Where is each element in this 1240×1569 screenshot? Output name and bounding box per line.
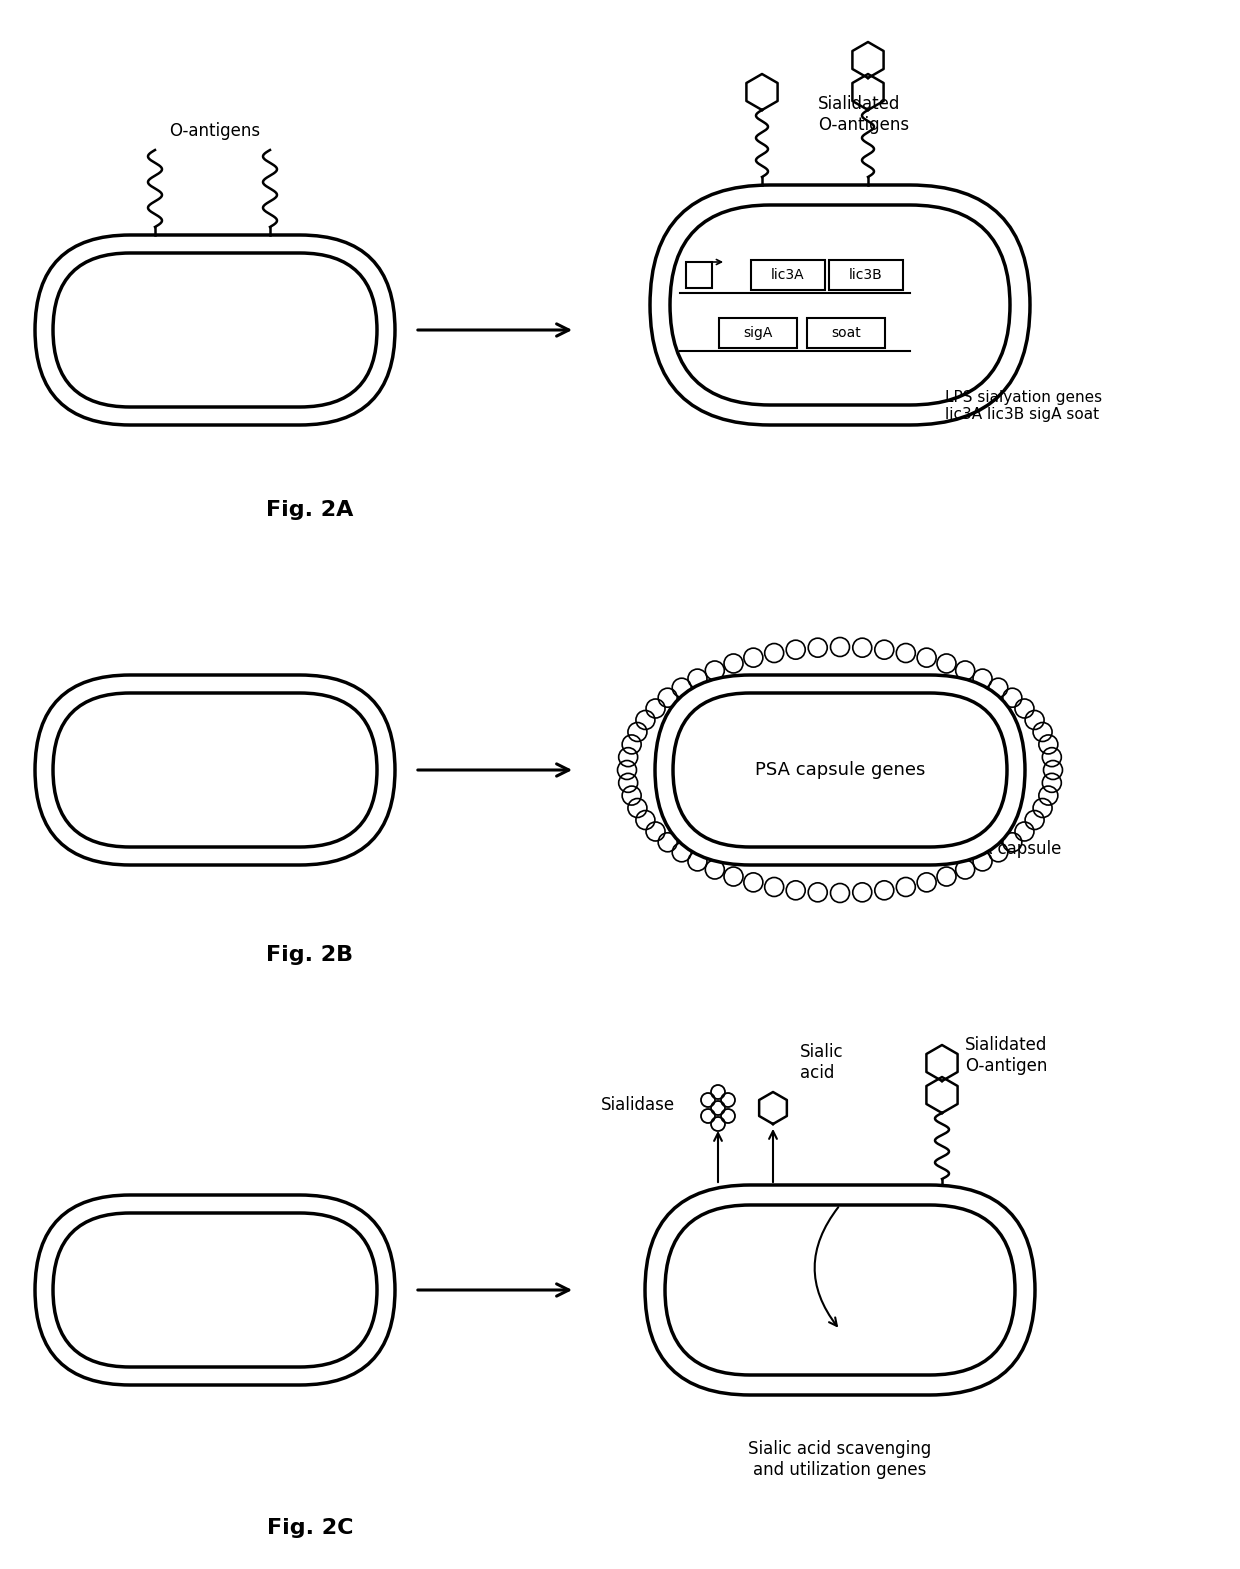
Text: Sialidated
O-antigens: Sialidated O-antigens [818, 96, 909, 133]
Text: O-antigens: O-antigens [170, 122, 260, 140]
FancyBboxPatch shape [645, 1185, 1035, 1395]
Text: soat: soat [831, 326, 861, 340]
Text: Sialic
acid: Sialic acid [800, 1043, 843, 1083]
FancyBboxPatch shape [686, 262, 712, 289]
FancyBboxPatch shape [673, 693, 1007, 847]
FancyBboxPatch shape [35, 1196, 396, 1385]
Text: Fig. 2A: Fig. 2A [267, 501, 353, 519]
FancyBboxPatch shape [53, 693, 377, 847]
FancyBboxPatch shape [719, 319, 797, 348]
Text: PSA capsule genes: PSA capsule genes [755, 761, 925, 778]
Text: Fig. 2B: Fig. 2B [267, 945, 353, 965]
FancyBboxPatch shape [830, 260, 903, 290]
FancyBboxPatch shape [53, 253, 377, 406]
FancyBboxPatch shape [35, 235, 396, 425]
Text: sigA: sigA [743, 326, 773, 340]
FancyBboxPatch shape [751, 260, 825, 290]
Text: Sialidase: Sialidase [601, 1097, 675, 1114]
Text: LPS sialyation genes
lic3A lic3B sigA soat: LPS sialyation genes lic3A lic3B sigA so… [945, 391, 1102, 422]
Text: Fig. 2C: Fig. 2C [267, 1517, 353, 1538]
FancyBboxPatch shape [670, 206, 1011, 405]
FancyBboxPatch shape [35, 675, 396, 865]
FancyBboxPatch shape [53, 1213, 377, 1367]
FancyBboxPatch shape [650, 185, 1030, 425]
Text: Sialic acid scavenging
and utilization genes: Sialic acid scavenging and utilization g… [749, 1440, 931, 1480]
FancyBboxPatch shape [665, 1205, 1016, 1374]
FancyBboxPatch shape [655, 675, 1025, 865]
Text: lic3B: lic3B [849, 268, 883, 282]
Text: Sialidated
O-antigen: Sialidated O-antigen [965, 1036, 1048, 1075]
Text: lic3A: lic3A [771, 268, 805, 282]
Text: PSA capsule: PSA capsule [960, 839, 1061, 858]
FancyBboxPatch shape [807, 319, 885, 348]
